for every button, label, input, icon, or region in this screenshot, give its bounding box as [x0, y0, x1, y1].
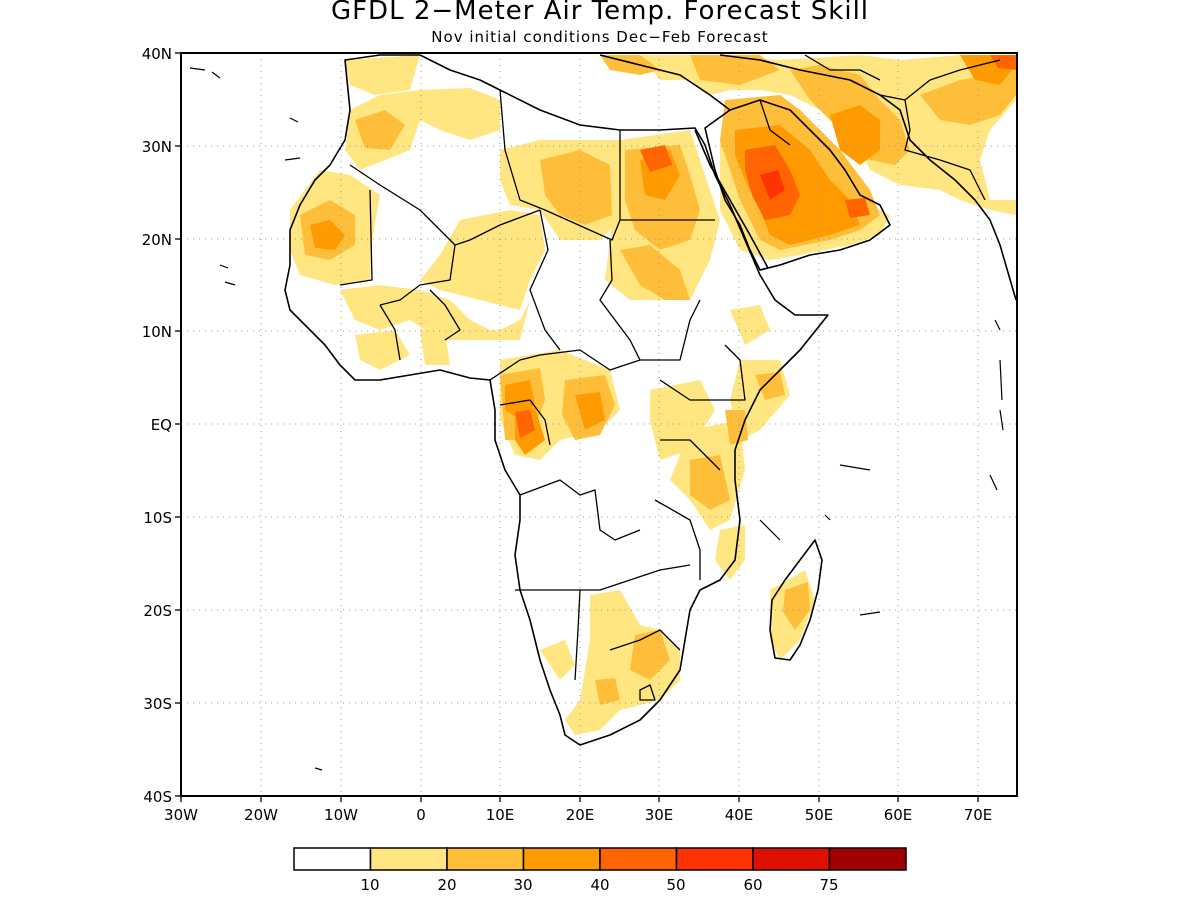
africa-coastline — [284, 54, 829, 746]
lon-label: 60E — [884, 806, 913, 824]
lat-label: 20N — [142, 231, 172, 249]
skill-shading — [290, 55, 1016, 735]
legend-swatch — [293, 847, 372, 871]
red-sea-coast — [694, 129, 769, 269]
map-gridlines — [181, 53, 1017, 796]
asia-coastline — [719, 54, 1017, 301]
legend-swatch — [599, 847, 678, 871]
lat-label: 40S — [143, 788, 172, 806]
coastlines-borders — [189, 54, 1017, 771]
legend-swatch — [752, 847, 831, 871]
color-legend: 10 20 30 40 50 60 75 — [293, 847, 907, 894]
lon-label: 30E — [645, 806, 674, 824]
lat-label: 30S — [143, 695, 172, 713]
lat-label: 30N — [142, 138, 172, 156]
skill-50-60 — [760, 170, 785, 200]
lat-label: 40N — [142, 45, 172, 63]
lat-label: EQ — [151, 416, 172, 434]
legend-swatch — [675, 847, 754, 871]
lat-label: 20S — [143, 602, 172, 620]
islands — [189, 67, 1004, 771]
lon-label: 40E — [725, 806, 754, 824]
legend-swatch — [369, 847, 448, 871]
legend-label: 60 — [743, 876, 762, 894]
lon-labels: 30W 20W 10W 0 10E 20E 30E 40E 50E 60E 70… — [164, 806, 992, 824]
madagascar-coastline — [769, 539, 823, 661]
lon-label: 20W — [244, 806, 278, 824]
legend-swatch — [446, 847, 525, 871]
lon-label: 10W — [324, 806, 358, 824]
lon-label: 10E — [486, 806, 515, 824]
legend-swatch — [522, 847, 601, 871]
map-subtitle: Nov initial conditions Dec−Feb Forecast — [431, 28, 769, 46]
map-title: GFDL 2−Meter Air Temp. Forecast Skill — [330, 0, 870, 26]
country-borders — [339, 54, 1001, 701]
lat-label: 10N — [142, 323, 172, 341]
lat-label: 10S — [143, 509, 172, 527]
lat-labels: 40N 30N 20N 10N EQ 10S 20S 30S 40S — [142, 45, 172, 806]
lon-label: 50E — [805, 806, 834, 824]
arabia-coastline — [704, 99, 891, 271]
lon-label: 20E — [566, 806, 595, 824]
lon-label: 0 — [416, 806, 426, 824]
lon-label: 30W — [164, 806, 198, 824]
mediterranean-coast — [599, 54, 731, 111]
legend-label: 40 — [590, 876, 609, 894]
legend-label: 30 — [513, 876, 532, 894]
tick-marks — [175, 52, 979, 802]
legend-label: 75 — [819, 876, 838, 894]
legend-swatch — [828, 847, 907, 871]
lon-label: 70E — [964, 806, 993, 824]
legend-label: 50 — [666, 876, 685, 894]
legend-label: 20 — [437, 876, 456, 894]
legend-label: 10 — [360, 876, 379, 894]
